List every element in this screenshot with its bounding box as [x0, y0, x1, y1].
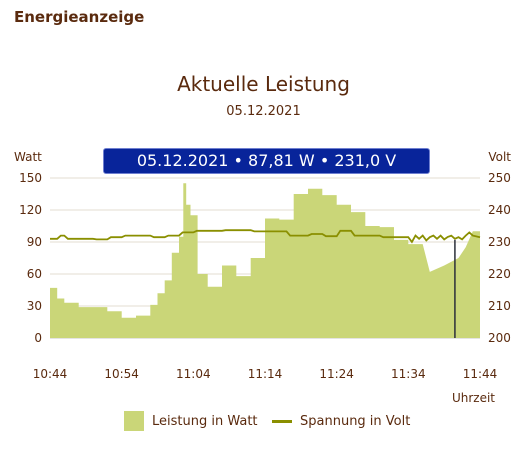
x-tick-label-2: 11:04 — [176, 367, 211, 381]
right-tick-label-1: 210 — [488, 299, 511, 313]
left-tick-label-2: 60 — [27, 267, 42, 281]
right-tick-label-2: 220 — [488, 267, 511, 281]
legend-item-voltage[interactable]: Spannung in Volt — [272, 410, 410, 432]
right-tick-label-3: 230 — [488, 235, 511, 249]
chart-subtitle: 05.12.2021 — [226, 104, 301, 119]
power-area — [50, 183, 480, 338]
legend-swatch-power — [124, 411, 144, 431]
page-heading: Energieanzeige — [14, 8, 145, 26]
chart-tooltip: 05.12.2021 • 87,81 W • 231,0 V — [103, 148, 430, 174]
x-tick-label-3: 11:14 — [248, 367, 283, 381]
left-tick-label-4: 120 — [19, 203, 42, 217]
left-tick-label-1: 30 — [27, 299, 42, 313]
left-tick-label-5: 150 — [19, 171, 42, 185]
legend-swatch-voltage — [272, 419, 292, 423]
left-axis-title: Watt — [14, 150, 42, 164]
right-tick-label-4: 240 — [488, 203, 511, 217]
voltage-line — [50, 229, 481, 244]
x-tick-label-4: 11:24 — [319, 367, 354, 381]
x-tick-label-0: 10:44 — [33, 367, 68, 381]
x-tick-label-5: 11:34 — [391, 367, 426, 381]
left-tick-label-0: 0 — [34, 331, 42, 345]
legend-label-voltage: Spannung in Volt — [300, 413, 411, 429]
x-tick-label-6: 11:44 — [463, 367, 498, 381]
legend-label-power: Leistung in Watt — [152, 413, 258, 429]
left-tick-label-3: 90 — [27, 235, 42, 249]
legend-item-power[interactable]: Leistung in Watt — [124, 410, 258, 432]
right-tick-label-0: 200 — [488, 331, 511, 345]
x-tick-label-1: 10:54 — [104, 367, 139, 381]
x-axis-title: Uhrzeit — [452, 391, 495, 405]
right-tick-label-5: 250 — [488, 171, 511, 185]
chart-title: Aktuelle Leistung — [177, 72, 350, 96]
right-axis-title: Volt — [488, 150, 511, 164]
